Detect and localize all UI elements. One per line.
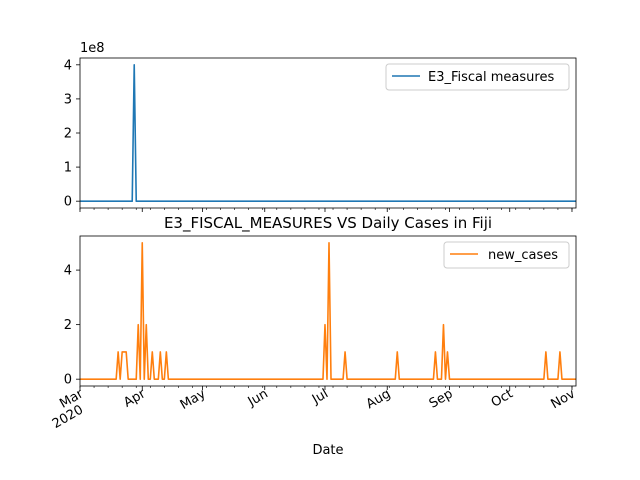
top-legend-box bbox=[385, 63, 570, 91]
top-y-tick-label: 2 bbox=[64, 127, 72, 142]
top-y-tick-label: 0 bbox=[64, 195, 72, 210]
bottom-data-point bbox=[169, 378, 171, 380]
bottom-data-point bbox=[559, 351, 561, 353]
bottom-data-point bbox=[117, 351, 119, 353]
bottom-series-line-0 bbox=[80, 242, 576, 380]
bottom-data-point bbox=[155, 378, 157, 380]
bottom-data-point bbox=[137, 324, 139, 326]
x-tick-label-jul: Jul bbox=[309, 386, 331, 407]
bottom-data-point bbox=[151, 351, 153, 353]
bottom-data-point bbox=[449, 378, 451, 380]
bottom-data-point bbox=[330, 378, 332, 380]
bottom-data-point bbox=[322, 378, 324, 380]
bottom-legend: new_cases bbox=[443, 241, 570, 269]
bottom-data-point bbox=[398, 378, 400, 380]
bottom-data-point bbox=[153, 378, 155, 380]
bottom-data-point bbox=[139, 378, 141, 380]
bottom-data-point bbox=[129, 378, 131, 380]
bottom-data-point bbox=[143, 378, 145, 380]
top-panel: 0 1 2 3 4 1e8 E3_Fiscal measures bbox=[64, 41, 577, 212]
bottom-data-point bbox=[133, 378, 135, 380]
top-axes-frame bbox=[79, 57, 577, 209]
bottom-data-point bbox=[394, 378, 396, 380]
bottom-data-point bbox=[326, 378, 328, 380]
bottom-data-point bbox=[159, 351, 161, 353]
bottom-data-point bbox=[441, 378, 443, 380]
bottom-data-point bbox=[161, 378, 163, 380]
bottom-data-point bbox=[167, 378, 169, 380]
bottom-data-point bbox=[173, 378, 175, 380]
bottom-data-point bbox=[131, 378, 133, 380]
bottom-data-point bbox=[324, 324, 326, 326]
bottom-data-point bbox=[545, 351, 547, 353]
bottom-data-point bbox=[346, 378, 348, 380]
top-legend-label: E3_Fiscal measures bbox=[428, 70, 554, 85]
bottom-data-point bbox=[543, 378, 545, 380]
bottom-data-point bbox=[332, 378, 334, 380]
top-y-tick-label: 1 bbox=[64, 161, 72, 176]
bottom-data-point bbox=[149, 378, 151, 380]
bottom-data-point bbox=[157, 378, 159, 380]
x-axis-label: Date bbox=[312, 443, 343, 458]
bottom-chart-title: E3_FISCAL_MEASURES VS Daily Cases in Fij… bbox=[164, 214, 492, 233]
bottom-data-point bbox=[121, 351, 123, 353]
top-plot-area: 0 1 2 3 4 bbox=[64, 57, 577, 212]
bottom-data-point bbox=[141, 242, 143, 244]
bottom-data-point bbox=[433, 378, 435, 380]
bottom-data-point bbox=[342, 378, 344, 380]
top-series-line-0 bbox=[80, 64, 576, 202]
bottom-data-point bbox=[165, 351, 167, 353]
bottom-data-point bbox=[115, 378, 117, 380]
bottom-legend-label: new_cases bbox=[488, 248, 558, 263]
bottom-data-point bbox=[445, 378, 447, 380]
bottom-data-point bbox=[328, 242, 330, 244]
bottom-data-point bbox=[147, 378, 149, 380]
bottom-data-point bbox=[561, 378, 563, 380]
top-legend: E3_Fiscal measures bbox=[385, 63, 570, 91]
bottom-data-point bbox=[163, 378, 165, 380]
bottom-data-point bbox=[437, 378, 439, 380]
bottom-data-point bbox=[435, 351, 437, 353]
top-data-point bbox=[133, 64, 135, 66]
bottom-data-point bbox=[443, 324, 445, 326]
bottom-data-point bbox=[344, 351, 346, 353]
bottom-y-tick-label: 2 bbox=[64, 318, 72, 333]
top-data-point bbox=[131, 200, 133, 202]
top-y-tick-label: 4 bbox=[64, 58, 72, 73]
bottom-y-tick-label: 4 bbox=[64, 264, 72, 279]
bottom-data-point bbox=[127, 378, 129, 380]
top-offset-text: 1e8 bbox=[80, 41, 105, 56]
bottom-data-point bbox=[547, 378, 549, 380]
top-y-tick-label: 3 bbox=[64, 92, 72, 107]
bottom-data-point bbox=[396, 351, 398, 353]
bottom-data-point bbox=[171, 378, 173, 380]
bottom-y-tick-label: 0 bbox=[64, 373, 72, 388]
bottom-data-point bbox=[439, 378, 441, 380]
bottom-data-point bbox=[119, 378, 121, 380]
top-data-point bbox=[135, 200, 137, 202]
bottom-data-point bbox=[447, 351, 449, 353]
bottom-legend-box bbox=[443, 241, 570, 269]
bottom-axes-frame bbox=[79, 235, 577, 387]
bottom-data-point bbox=[135, 378, 137, 380]
bottom-data-point bbox=[125, 351, 127, 353]
bottom-data-point bbox=[557, 378, 559, 380]
bottom-data-point bbox=[123, 351, 125, 353]
bottom-data-point bbox=[145, 324, 147, 326]
